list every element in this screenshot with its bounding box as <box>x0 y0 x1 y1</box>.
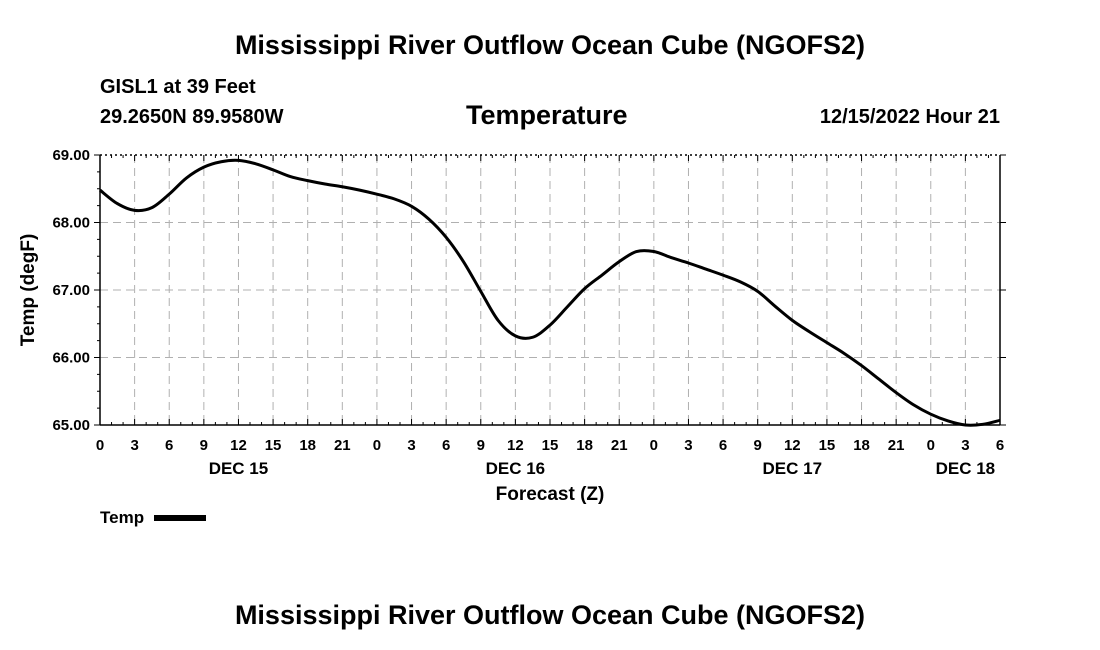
legend-swatch <box>154 515 207 521</box>
x-tick-label: 21 <box>888 437 905 454</box>
x-tick-label: 3 <box>407 437 415 454</box>
x-tick-label: 21 <box>611 437 628 454</box>
footer-title: Mississippi River Outflow Ocean Cube (NG… <box>234 600 866 630</box>
legend-label: Temp <box>100 508 145 527</box>
x-tick-label: 0 <box>373 437 381 454</box>
date-label: DEC 18 <box>936 459 996 478</box>
x-tick-label: 18 <box>576 437 593 454</box>
x-tick-label: 12 <box>784 437 801 454</box>
y-tick-label: 65.00 <box>52 417 90 434</box>
x-tick-label: 15 <box>542 437 559 454</box>
x-tick-label: 18 <box>853 437 870 454</box>
x-tick-label: 3 <box>130 437 138 454</box>
date-label: DEC 17 <box>763 459 823 478</box>
main-title: Mississippi River Outflow Ocean Cube (NG… <box>234 30 866 60</box>
chart-title: Temperature <box>466 100 628 130</box>
x-tick-label: 3 <box>684 437 692 454</box>
x-tick-label: 12 <box>507 437 524 454</box>
x-tick-label: 6 <box>996 437 1004 454</box>
x-tick-label: 0 <box>650 437 658 454</box>
y-tick-label: 66.00 <box>52 350 90 367</box>
y-tick-label: 67.00 <box>52 282 90 299</box>
y-tick-label: 69.00 <box>52 147 90 164</box>
station-coords: 29.2650N 89.9580W <box>100 106 284 128</box>
date-label: DEC 15 <box>209 459 269 478</box>
x-tick-label: 9 <box>200 437 208 454</box>
x-axis-label: Forecast (Z) <box>496 484 605 505</box>
x-tick-label: 15 <box>819 437 836 454</box>
y-tick-label: 68.00 <box>52 215 90 232</box>
station-label: GISL1 at 39 Feet <box>100 76 256 98</box>
x-tick-label: 6 <box>442 437 450 454</box>
x-tick-label: 21 <box>334 437 351 454</box>
series-line-temp <box>99 158 1001 427</box>
x-tick-label: 0 <box>927 437 935 454</box>
forecast-datetime: 12/15/2022 Hour 21 <box>819 106 1000 128</box>
x-tick-label: 6 <box>719 437 727 454</box>
x-tick-label: 18 <box>299 437 316 454</box>
x-tick-label: 3 <box>961 437 969 454</box>
legend: Temp <box>100 508 207 528</box>
x-tick-label: 9 <box>477 437 485 454</box>
date-label: DEC 16 <box>486 459 546 478</box>
y-axis-label: Temp (degF) <box>18 234 39 347</box>
x-tick-label: 12 <box>230 437 247 454</box>
x-tick-label: 9 <box>754 437 762 454</box>
x-tick-label: 0 <box>96 437 104 454</box>
x-tick-label: 15 <box>265 437 282 454</box>
x-tick-label: 6 <box>165 437 173 454</box>
